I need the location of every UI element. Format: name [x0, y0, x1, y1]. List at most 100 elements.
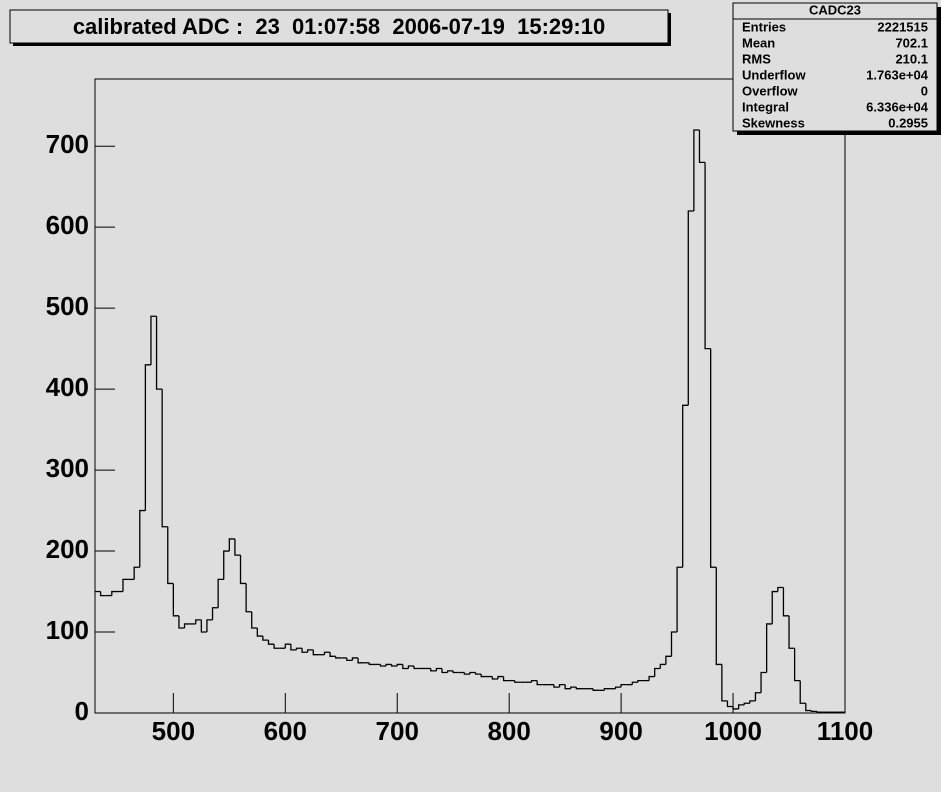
bin — [469, 671, 476, 675]
bin — [167, 526, 174, 585]
y-tick-label: 700 — [46, 129, 89, 159]
bin — [441, 668, 448, 674]
stats-label: Integral — [742, 99, 789, 114]
bin — [749, 700, 756, 704]
title-box — [9, 9, 669, 44]
bin — [183, 623, 191, 628]
stats-box — [732, 2, 938, 132]
stats-label: Overflow — [742, 83, 799, 98]
bin — [715, 567, 722, 666]
bin — [693, 129, 700, 211]
bin — [239, 555, 247, 585]
bin — [726, 700, 734, 708]
bin — [687, 210, 694, 406]
stats-value: 1.763e+04 — [866, 67, 929, 82]
bin — [592, 688, 599, 691]
bin — [351, 657, 359, 661]
y-tick-label: 0 — [75, 696, 89, 726]
bin — [765, 623, 773, 673]
bin — [782, 587, 790, 617]
bin — [368, 662, 375, 666]
bin — [245, 583, 252, 613]
axes: 0 100 200 300 400 500 600 700 500 600 700 800 900 100… — [46, 129, 874, 746]
bin — [570, 686, 577, 689]
bin — [256, 627, 263, 637]
stats-value: 6.336e+04 — [866, 99, 929, 114]
histogram — [95, 129, 845, 713]
bin — [710, 348, 717, 568]
stats-value: 0 — [921, 83, 928, 98]
bin — [536, 680, 543, 686]
bin — [614, 686, 622, 689]
bin — [732, 706, 739, 710]
bin — [161, 389, 168, 528]
bin — [704, 162, 711, 350]
bin — [788, 615, 795, 649]
bin — [301, 648, 308, 653]
bin — [738, 704, 745, 709]
plot-frame — [94, 78, 846, 714]
stats-label: Skewness — [742, 115, 805, 130]
bin — [295, 647, 303, 650]
chart-title: calibrated ADC : 23 01:07:58 2006-07-19 … — [73, 14, 605, 39]
bin — [799, 680, 806, 704]
bin — [290, 644, 297, 651]
x-tick-label: 900 — [599, 716, 642, 746]
bin — [379, 664, 387, 667]
bin — [307, 649, 314, 653]
bin — [223, 550, 230, 580]
stats-value: 702.1 — [895, 35, 928, 50]
bin — [122, 578, 129, 592]
bin — [211, 607, 219, 620]
bin — [430, 668, 437, 672]
x-tick-label: 500 — [152, 716, 195, 746]
bin — [402, 664, 409, 670]
y-tick-label: 400 — [46, 372, 89, 402]
bin — [810, 710, 818, 713]
bin — [491, 676, 498, 680]
bin — [150, 315, 157, 365]
bin — [206, 619, 213, 633]
bin — [676, 566, 683, 633]
bin — [346, 657, 353, 662]
bin — [284, 643, 291, 649]
x-tick-label: 1000 — [704, 716, 762, 746]
x-tick-label: 600 — [264, 716, 307, 746]
bin — [251, 611, 258, 629]
bin — [446, 670, 454, 673]
bin — [335, 656, 342, 659]
bin — [267, 640, 275, 645]
y-tick-label: 500 — [46, 291, 89, 321]
bin — [497, 675, 504, 679]
bin — [637, 679, 644, 683]
bin — [816, 711, 823, 713]
stats-title: CADC23 — [809, 2, 861, 17]
bin — [390, 664, 398, 667]
bin — [329, 652, 336, 657]
bin — [155, 316, 163, 390]
bin — [558, 684, 566, 688]
bin — [262, 636, 269, 641]
bin — [771, 590, 778, 624]
bin — [228, 538, 235, 552]
bin — [385, 663, 392, 667]
stats-value: 2221515 — [877, 19, 928, 34]
bin — [474, 672, 482, 675]
bin — [357, 657, 364, 664]
bin — [648, 675, 655, 681]
stats-value: 0.2955 — [888, 115, 928, 130]
bin — [502, 676, 510, 682]
bin — [620, 684, 627, 688]
bin — [111, 590, 118, 596]
stats-label: RMS — [742, 51, 771, 66]
bin — [603, 688, 610, 691]
stats-rows: Entries 2221515 Mean 702.1 RMS 210.1 Underflow… — [742, 19, 929, 130]
bin — [452, 670, 459, 674]
bin — [575, 687, 582, 690]
bin — [463, 672, 470, 675]
stats-value: 210.1 — [895, 51, 928, 66]
bin — [721, 664, 728, 702]
bin — [217, 578, 224, 608]
y-tick-label: 100 — [46, 615, 89, 645]
bin — [654, 667, 661, 677]
